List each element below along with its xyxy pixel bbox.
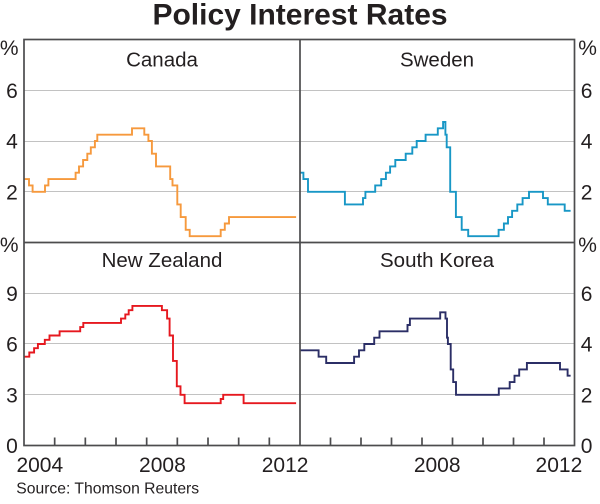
svg-text:2008: 2008 <box>414 454 461 477</box>
svg-text:Canada: Canada <box>126 49 198 72</box>
svg-text:4: 4 <box>581 334 593 357</box>
svg-text:%: % <box>0 37 19 60</box>
svg-text:4: 4 <box>6 131 18 154</box>
svg-text:%: % <box>0 234 19 257</box>
svg-text:2: 2 <box>6 181 18 204</box>
svg-text:2004: 2004 <box>16 454 63 477</box>
svg-text:6: 6 <box>6 334 18 357</box>
svg-text:0: 0 <box>581 435 593 458</box>
svg-text:South Korea: South Korea <box>380 249 495 272</box>
svg-text:Sweden: Sweden <box>400 49 474 72</box>
svg-text:4: 4 <box>581 131 593 154</box>
svg-text:Policy Interest Rates: Policy Interest Rates <box>152 0 447 32</box>
svg-text:%: % <box>578 234 597 257</box>
svg-text:2: 2 <box>581 384 593 407</box>
svg-text:3: 3 <box>6 384 18 407</box>
svg-text:2012: 2012 <box>536 454 583 477</box>
svg-text:Source: Thomson Reuters: Source: Thomson Reuters <box>16 481 199 498</box>
svg-text:6: 6 <box>6 80 18 103</box>
svg-text:0: 0 <box>6 435 18 458</box>
svg-text:6: 6 <box>581 283 593 306</box>
svg-text:9: 9 <box>6 283 18 306</box>
svg-text:2012: 2012 <box>262 454 309 477</box>
svg-text:2: 2 <box>581 181 593 204</box>
svg-text:%: % <box>578 37 597 60</box>
svg-text:New Zealand: New Zealand <box>102 249 223 272</box>
svg-text:2008: 2008 <box>139 454 186 477</box>
svg-text:6: 6 <box>581 80 593 103</box>
